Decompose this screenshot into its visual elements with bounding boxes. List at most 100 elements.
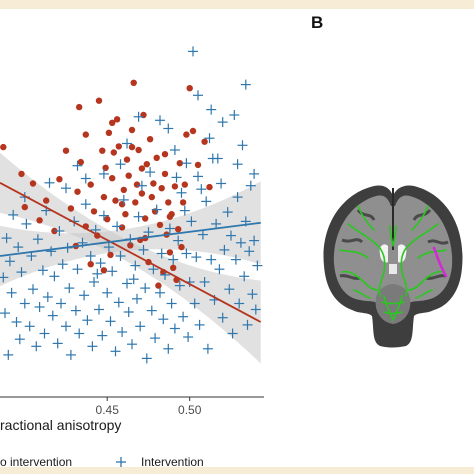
legend-label-intervention: Intervention (141, 455, 204, 469)
point-no-intervention (62, 147, 70, 154)
point-intervention (222, 207, 233, 218)
legend-plus-icon (116, 457, 126, 467)
point-no-intervention (118, 224, 126, 231)
point-intervention (193, 171, 203, 182)
point-intervention (191, 252, 202, 263)
point-intervention (65, 349, 76, 360)
point-intervention (97, 330, 108, 341)
point-intervention (95, 258, 106, 269)
point-intervention (216, 178, 227, 189)
point-intervention (235, 237, 246, 248)
x-tick-label: 0.45 (96, 403, 120, 417)
point-no-intervention (186, 85, 193, 92)
point-no-intervention (112, 197, 119, 204)
point-no-intervention (178, 243, 185, 251)
point-intervention (105, 316, 116, 327)
point-intervention (183, 332, 194, 342)
point-intervention (115, 251, 126, 261)
fit-line-intervention (0, 221, 261, 257)
point-intervention (219, 244, 230, 255)
point-no-intervention (90, 208, 98, 215)
point-intervention (0, 272, 9, 283)
point-intervention (56, 298, 66, 309)
point-intervention (201, 196, 212, 207)
point-intervention (6, 287, 17, 298)
point-intervention (61, 321, 71, 332)
point-no-intervention (120, 186, 128, 194)
bottom-color-band (0, 467, 474, 474)
point-intervention (112, 221, 123, 232)
point-intervention (150, 333, 161, 344)
scatter-plot: 0.45 0.50 ractional anisotropy o interven… (0, 46, 264, 469)
point-intervention (155, 287, 165, 298)
point-intervention (168, 254, 179, 265)
point-intervention (181, 158, 192, 169)
point-intervention (37, 265, 48, 276)
point-intervention (110, 346, 121, 357)
point-intervention (13, 242, 24, 253)
point-intervention (189, 298, 200, 309)
point-intervention (92, 268, 103, 279)
point-intervention (212, 153, 223, 164)
point-intervention (19, 298, 30, 309)
point-no-intervention (143, 161, 150, 168)
point-intervention (237, 140, 248, 151)
point-intervention (127, 339, 137, 350)
point-no-intervention (166, 213, 174, 220)
confidence-band-1 (0, 181, 261, 287)
point-no-intervention (87, 181, 94, 188)
point-intervention (132, 293, 142, 304)
point-intervention (211, 218, 222, 229)
point-intervention (103, 242, 114, 253)
point-intervention (74, 328, 85, 339)
point-no-intervention (109, 175, 116, 182)
legend: o intervention Intervention (0, 455, 204, 469)
point-intervention (14, 334, 25, 345)
point-no-intervention (74, 188, 81, 195)
point-intervention (151, 204, 162, 215)
point-intervention (136, 180, 147, 191)
point-no-intervention (21, 203, 28, 211)
point-intervention (217, 312, 228, 323)
point-intervention (143, 227, 154, 238)
point-intervention (0, 308, 10, 319)
point-intervention (16, 267, 27, 278)
point-no-intervention (170, 264, 177, 271)
point-no-intervention (183, 131, 190, 138)
point-no-intervention (36, 217, 43, 224)
point-intervention (232, 159, 243, 170)
point-intervention (72, 160, 83, 171)
point-no-intervention (77, 158, 85, 166)
point-no-intervention (179, 199, 187, 206)
point-intervention (163, 343, 174, 354)
point-no-intervention (133, 181, 141, 188)
point-intervention (79, 290, 90, 301)
point-intervention (85, 251, 96, 261)
point-intervention (252, 260, 263, 271)
point-intervention (206, 254, 217, 265)
point-no-intervention (181, 181, 188, 188)
point-no-intervention (110, 149, 118, 156)
point-no-intervention (138, 190, 146, 197)
point-intervention (197, 229, 208, 240)
point-intervention (130, 260, 141, 271)
point-intervention (70, 305, 81, 316)
point-intervention (234, 298, 245, 309)
point-intervention (204, 133, 215, 144)
point-intervention (217, 117, 228, 128)
point-no-intervention (87, 261, 94, 268)
point-intervention (1, 233, 12, 244)
point-intervention (107, 266, 118, 277)
panel-b-label: B (311, 13, 324, 32)
point-no-intervention (158, 185, 165, 192)
point-intervention (82, 315, 93, 326)
x-axis-title: ractional anisotropy (0, 417, 121, 433)
point-intervention (135, 321, 146, 332)
point-intervention (140, 283, 151, 294)
point-no-intervention (76, 103, 83, 111)
point-no-intervention (165, 199, 172, 206)
point-intervention (163, 123, 174, 134)
point-intervention (244, 246, 255, 257)
fit-line-no-intervention (0, 182, 262, 323)
point-no-intervention (135, 146, 142, 154)
